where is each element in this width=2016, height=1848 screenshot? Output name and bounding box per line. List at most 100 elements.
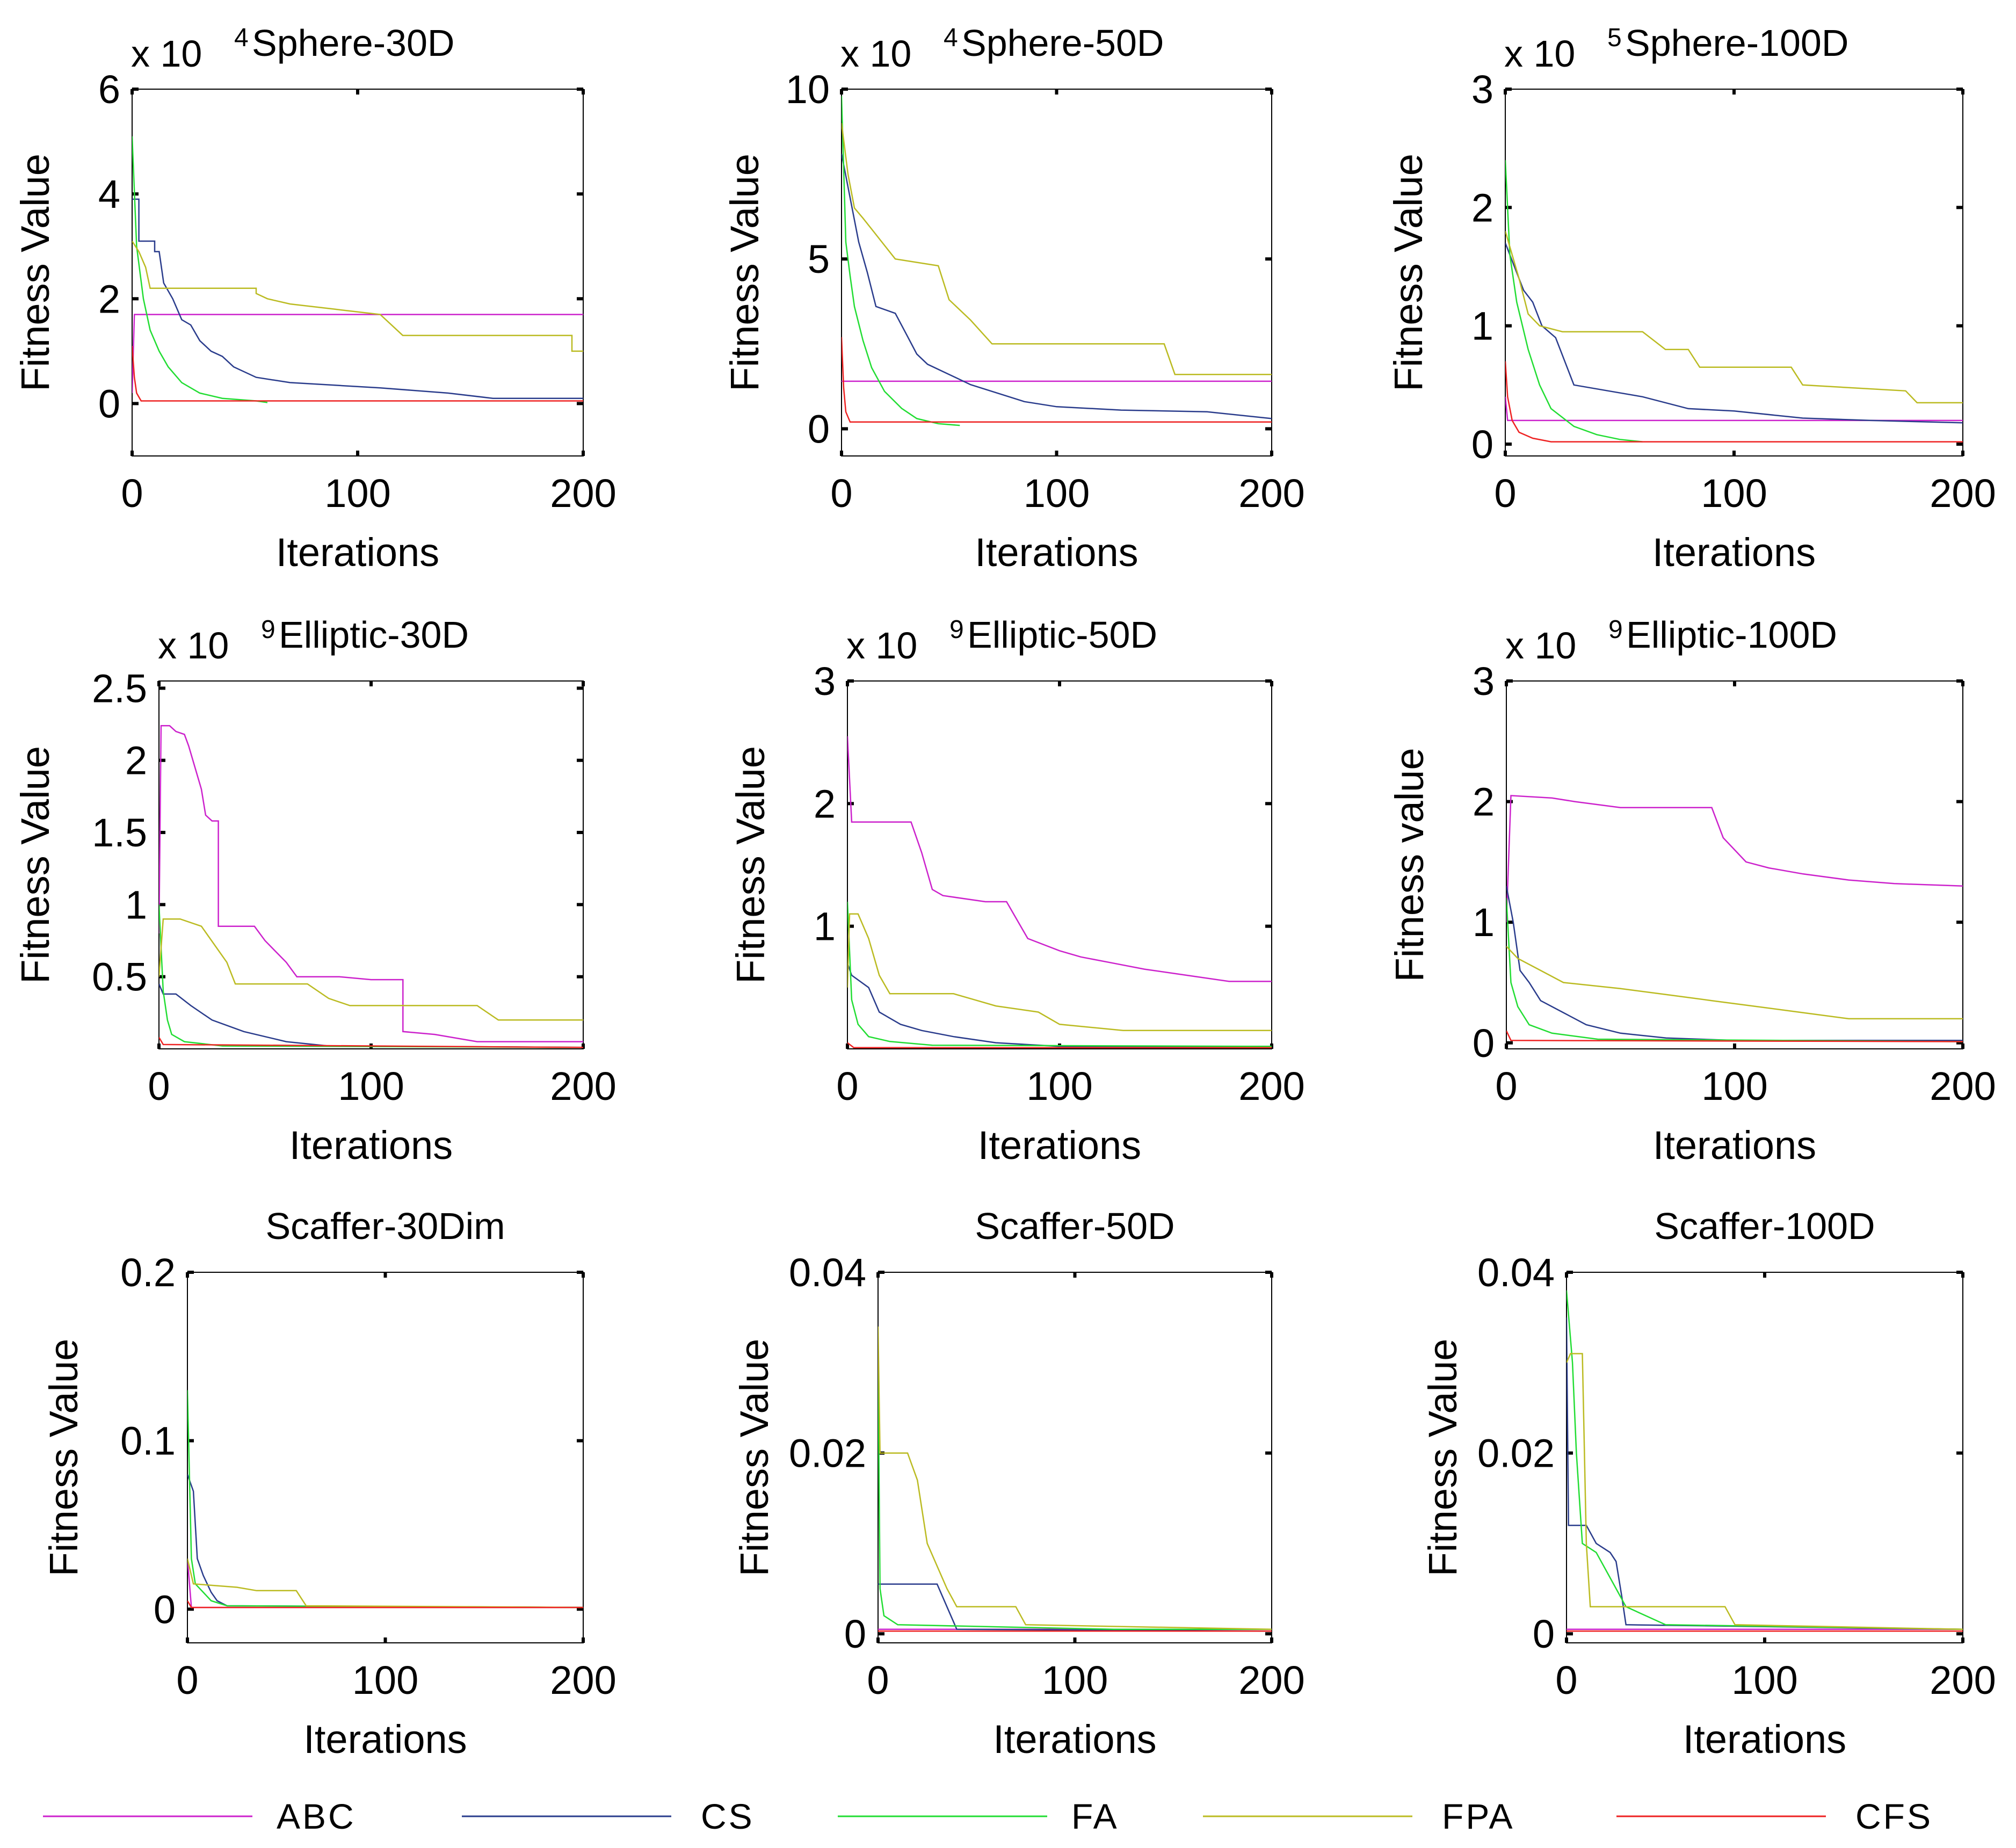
axis-exponent-label: x 10 xyxy=(131,33,202,75)
series-line-fa xyxy=(1567,1290,1963,1630)
y-tick-label: 0 xyxy=(154,1587,176,1632)
x-tick-label: 0 xyxy=(176,1658,198,1702)
y-axis-label: Fitness Value xyxy=(41,1339,86,1577)
plot-title: Scaffer-100D xyxy=(1654,1205,1875,1247)
axis-exponent-label: x 10 xyxy=(1505,625,1576,666)
plot-area-frame xyxy=(1505,89,1963,456)
x-tick-label: 0 xyxy=(1494,471,1516,516)
x-axis-label: Iterations xyxy=(1653,1123,1816,1168)
legend-label: FA xyxy=(1071,1796,1119,1836)
series-line-cfs xyxy=(159,1037,583,1048)
x-axis-label: Iterations xyxy=(289,1123,453,1168)
x-tick-label: 100 xyxy=(338,1064,404,1108)
y-tick-label: 1.5 xyxy=(92,810,147,855)
series-line-fa xyxy=(132,136,268,403)
x-tick-label: 200 xyxy=(550,1064,616,1108)
y-tick-label: 0.02 xyxy=(789,1431,866,1476)
x-axis-label: Iterations xyxy=(978,1123,1141,1168)
chart-panel-2: 0 100 200 0 5 10 Iterations Fitness Value x 10 4 S… xyxy=(722,22,1305,575)
series-line-fpa xyxy=(1567,1353,1963,1630)
x-tick-label: 100 xyxy=(352,1658,418,1702)
plot-title: Elliptic-100D xyxy=(1626,614,1837,656)
series-line-cfs xyxy=(132,346,583,402)
axis-exponent-label: x 10 xyxy=(840,33,911,75)
series-line-abc xyxy=(187,1559,583,1608)
x-tick-label: 200 xyxy=(1238,1064,1304,1108)
series-line-cfs xyxy=(847,1042,1272,1048)
x-axis-label: Iterations xyxy=(1683,1717,1846,1762)
legend-label: ABC xyxy=(277,1796,356,1836)
series-line-abc xyxy=(132,314,583,393)
chart-panel-6: 0 100 200 0 1 2 3 Iterations Fitness value x 10 9 E… xyxy=(1387,614,1996,1168)
series-line-cs xyxy=(1506,886,1963,1041)
series-line-fa xyxy=(187,1390,583,1608)
series-group xyxy=(1567,1290,1963,1632)
legend-item-cs: CS xyxy=(462,1796,755,1836)
x-tick-label: 200 xyxy=(1238,471,1304,516)
series-group xyxy=(159,725,583,1048)
plot-area-frame xyxy=(187,1272,584,1643)
chart-panel-4: 0 100 200 0.5 1 1.5 2 2.5 Iterations Fitness Valu… xyxy=(13,614,617,1168)
series-line-fa xyxy=(1506,898,1963,1042)
series-line-cs xyxy=(159,983,583,1048)
axis-exponent-label: x 10 xyxy=(1504,33,1575,75)
axis-exponent-power: 9 xyxy=(261,615,275,644)
y-tick-label: 3 xyxy=(814,659,836,704)
x-axis-label: Iterations xyxy=(276,530,439,575)
x-tick-label: 100 xyxy=(1701,1064,1767,1108)
series-line-fpa xyxy=(1506,946,1963,1020)
y-axis-label: Fitness value xyxy=(1387,748,1432,982)
series-line-fpa xyxy=(132,241,583,352)
series-line-fa xyxy=(878,1363,1272,1630)
chart-panel-7: 0 100 200 0 0.1 0.2 Iterations Fitness Value Sca… xyxy=(41,1205,617,1762)
series-line-fa xyxy=(847,901,1272,1047)
plot-title: Sphere-50D xyxy=(961,22,1164,64)
y-tick-label: 3 xyxy=(1473,659,1495,704)
y-tick-label: 0 xyxy=(844,1612,866,1656)
series-line-cfs xyxy=(187,1600,583,1608)
series-line-cs xyxy=(842,153,1272,419)
series-line-abc xyxy=(159,725,583,1042)
x-tick-label: 100 xyxy=(324,471,390,516)
series-line-cfs xyxy=(1505,361,1963,443)
x-axis-label: Iterations xyxy=(975,530,1138,575)
x-tick-label: 200 xyxy=(1238,1658,1304,1702)
axis-exponent-power: 4 xyxy=(234,24,249,52)
series-group xyxy=(1505,160,1963,443)
y-tick-label: 2.5 xyxy=(92,666,147,711)
plot-area-frame xyxy=(841,89,1272,456)
axis-exponent-label: x 10 xyxy=(846,625,917,666)
plot-title: Sphere-30D xyxy=(252,22,454,64)
y-tick-label: 2 xyxy=(98,277,120,321)
series-group xyxy=(842,96,1272,426)
series-line-cs xyxy=(132,198,583,399)
series-line-fa xyxy=(159,904,583,1048)
x-tick-label: 100 xyxy=(1026,1064,1092,1108)
x-tick-label: 100 xyxy=(1042,1658,1108,1702)
axis-exponent-power: 5 xyxy=(1607,24,1622,52)
x-tick-label: 200 xyxy=(1930,1658,1996,1702)
y-axis-label: Fitness Value xyxy=(13,154,57,392)
x-tick-label: 0 xyxy=(121,471,143,516)
series-group xyxy=(847,736,1272,1048)
y-tick-label: 0 xyxy=(1473,1021,1495,1066)
y-axis-label: Fitness Value xyxy=(13,746,57,984)
legend: ABC CS FA FPA CFS xyxy=(43,1796,1931,1836)
series-line-fpa xyxy=(159,918,583,1021)
plot-area-frame xyxy=(878,1272,1272,1643)
series-line-abc xyxy=(1505,396,1963,422)
series-line-cs xyxy=(878,1583,1272,1632)
legend-item-cfs: CFS xyxy=(1616,1796,1931,1836)
series-line-abc xyxy=(1506,795,1963,923)
y-tick-label: 2 xyxy=(814,781,836,826)
plot-title: Elliptic-50D xyxy=(967,614,1157,656)
legend-label: CS xyxy=(701,1796,755,1836)
x-axis-label: Iterations xyxy=(1652,530,1816,575)
x-tick-label: 0 xyxy=(1495,1064,1517,1108)
y-tick-label: 2 xyxy=(1471,185,1493,230)
x-axis-label: Iterations xyxy=(303,1717,467,1762)
plot-title: Sphere-100D xyxy=(1625,22,1848,64)
x-tick-label: 0 xyxy=(867,1658,889,1702)
